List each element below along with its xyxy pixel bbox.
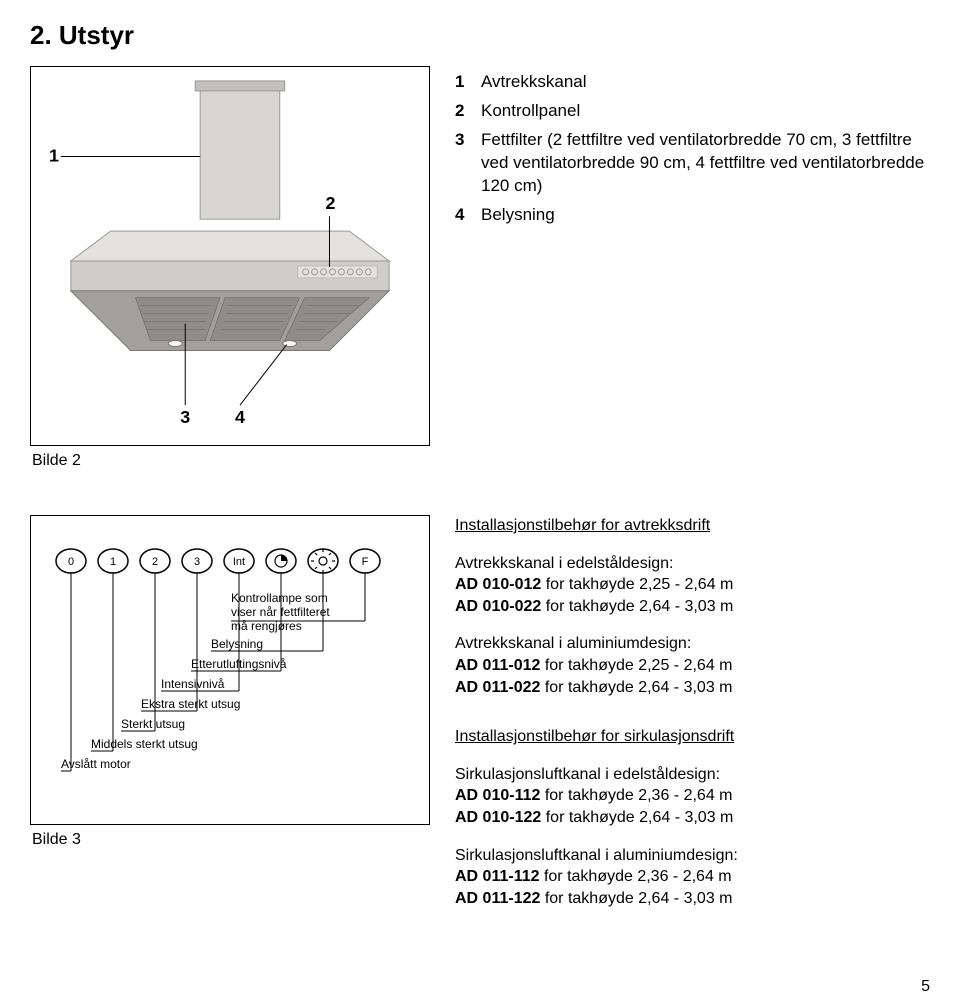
figure-2-container: 0 1 2 3 Int	[30, 515, 430, 925]
legend-num: 4	[455, 204, 471, 227]
legend-text: Avtrekkskanal	[481, 71, 587, 94]
section-title: 2. Utstyr	[30, 20, 930, 51]
legend-num: 1	[455, 71, 471, 94]
legend-item-4: 4 Belysning	[455, 204, 930, 227]
callout-3: 3	[180, 407, 190, 427]
control-panel-illustration: 0 1 2 3 Int	[31, 516, 431, 826]
page-number: 5	[921, 978, 930, 996]
parts-legend: 1 Avtrekkskanal 2 Kontrollpanel 3 Fettfi…	[455, 66, 930, 490]
svg-text:F: F	[362, 556, 369, 568]
figure-1-container: 1 2 3 4 Bilde 2	[30, 66, 430, 490]
legend-text: Fettfilter (2 fettfiltre ved ventilatorb…	[481, 129, 930, 198]
exhaust-alu-title: Avtrekkskanal i aluminiumdesign:	[455, 633, 930, 655]
svg-text:Int: Int	[233, 556, 245, 568]
accessories-info: Installasjonstilbehør for avtrekksdrift …	[455, 515, 930, 925]
svg-text:Ekstra sterkt utsug: Ekstra sterkt utsug	[141, 697, 240, 711]
legend-item-3: 3 Fettfilter (2 fettfiltre ved ventilato…	[455, 129, 930, 198]
light-icon	[308, 549, 338, 573]
recirc-steel-title: Sirkulasjonsluftkanal i edelståldesign:	[455, 764, 930, 786]
callout-4: 4	[235, 407, 245, 427]
svg-text:3: 3	[194, 556, 200, 568]
svg-text:0: 0	[68, 556, 74, 568]
exhaust-steel-title: Avtrekkskanal i edelståldesign:	[455, 553, 930, 575]
recirc-heading: Installasjonstilbehør for sirkulasjonsdr…	[455, 726, 930, 748]
svg-text:Intensivnivå: Intensivnivå	[161, 677, 225, 691]
svg-text:Belysning: Belysning	[211, 637, 263, 651]
cooker-hood-illustration: 1 2 3 4	[31, 67, 429, 445]
callout-2: 2	[325, 193, 335, 213]
svg-text:Kontrollampe som: Kontrollampe som	[231, 591, 328, 605]
svg-text:Sterkt utsug: Sterkt utsug	[121, 717, 185, 731]
legend-text: Belysning	[481, 204, 555, 227]
figure-1-caption: Bilde 2	[32, 452, 430, 470]
timer-icon	[266, 549, 296, 573]
exhaust-heading: Installasjonstilbehør for avtrekksdrift	[455, 515, 930, 537]
control-buttons: 0 1 2 3 Int	[56, 549, 380, 573]
figure-1: 1 2 3 4	[30, 66, 430, 446]
svg-text:1: 1	[110, 556, 116, 568]
legend-text: Kontrollpanel	[481, 100, 580, 123]
svg-text:2: 2	[152, 556, 158, 568]
figure-2-caption: Bilde 3	[32, 831, 430, 849]
svg-text:må rengjøres: må rengjøres	[231, 619, 302, 633]
recirc-alu-title: Sirkulasjonsluftkanal i aluminiumdesign:	[455, 845, 930, 867]
legend-num: 3	[455, 129, 471, 198]
legend-item-1: 1 Avtrekkskanal	[455, 71, 930, 94]
figure-2: 0 1 2 3 Int	[30, 515, 430, 825]
mini-control-panel	[298, 266, 378, 278]
callout-1: 1	[49, 146, 59, 166]
svg-text:Middels sterkt utsug: Middels sterkt utsug	[91, 737, 198, 751]
legend-num: 2	[455, 100, 471, 123]
svg-text:Avslått motor: Avslått motor	[61, 757, 131, 771]
legend-item-2: 2 Kontrollpanel	[455, 100, 930, 123]
